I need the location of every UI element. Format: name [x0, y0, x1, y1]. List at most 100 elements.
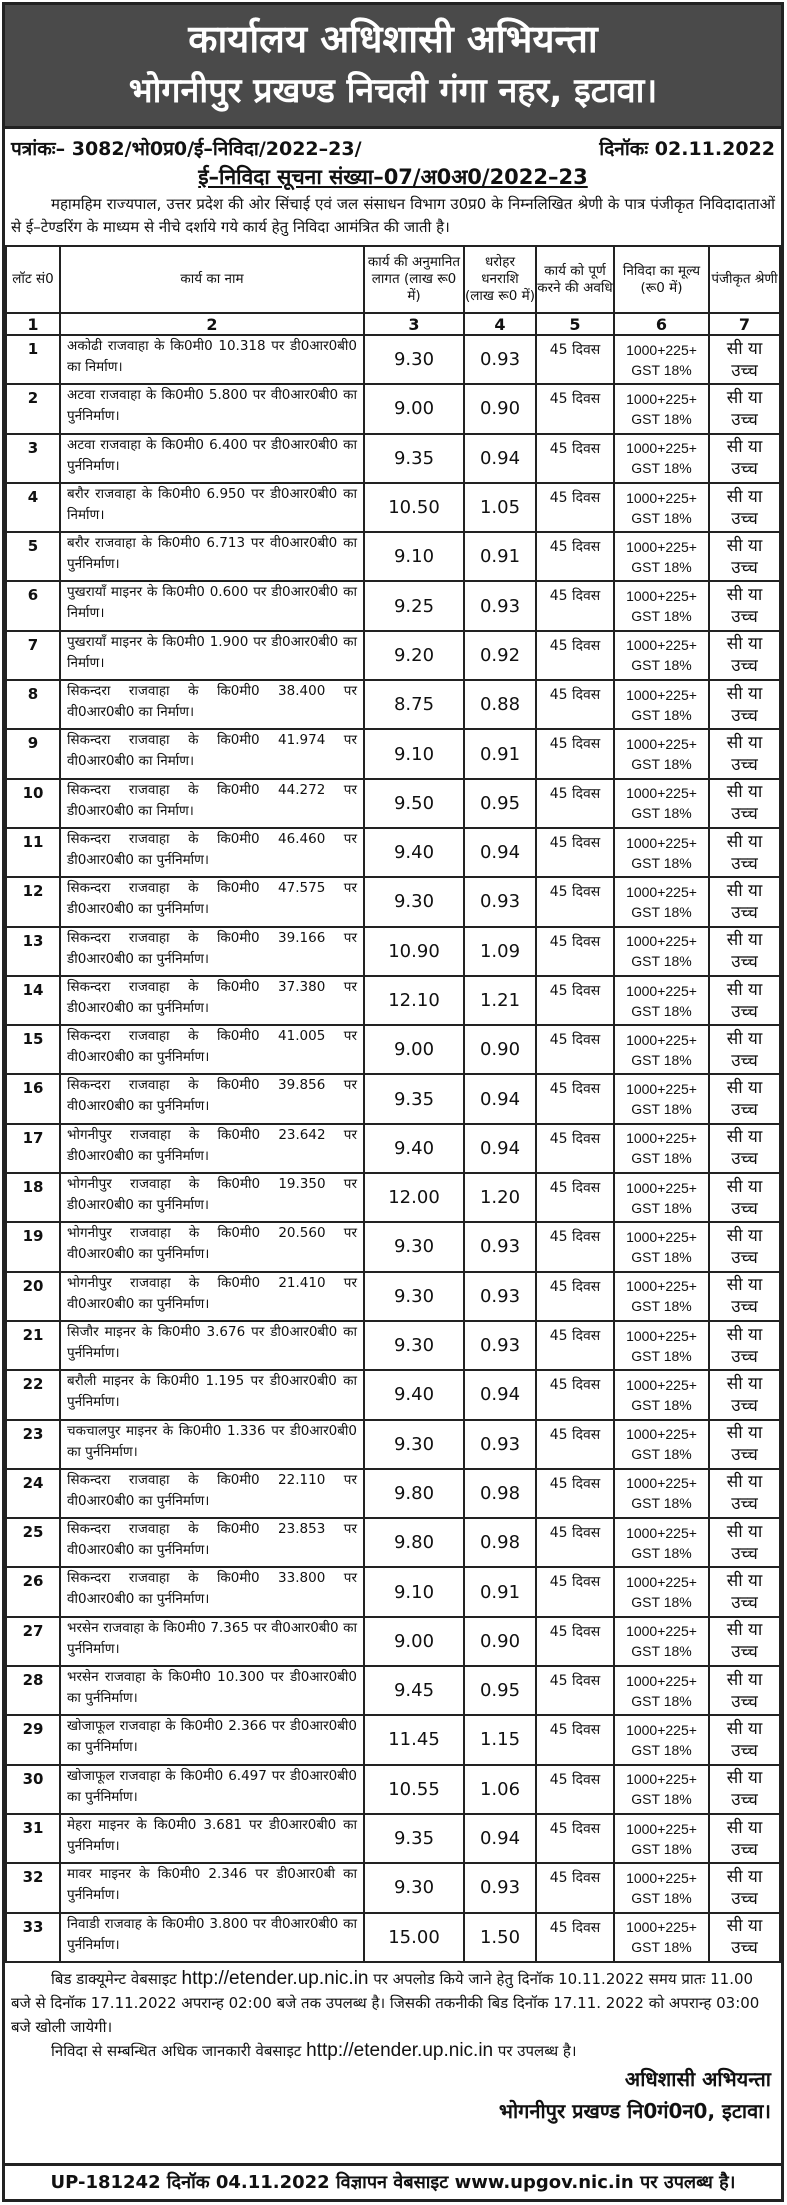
work-name: भोगनीपुर राजवाहा के कि0मी0 21.410 पर वी0…: [59, 1270, 365, 1322]
lot-number: 14: [5, 974, 61, 1027]
registered-class: सी या उच्च: [708, 432, 781, 484]
registered-class: सी या उच्च: [708, 728, 781, 780]
estimated-cost: 9.30: [363, 1319, 465, 1372]
table-row: 1 अकोढी राजवाहा के कि0मी0 10.318 पर डी0आर…: [5, 333, 781, 386]
fee-amount: 1000+225+: [626, 834, 697, 851]
work-name: सिकन्दरा राजवाहा के कि0मी0 39.166 पर डी0…: [59, 925, 365, 977]
registered-class: सी या उच्च: [708, 531, 781, 583]
notice-date: दिनॉकः 02.11.2022: [599, 138, 775, 160]
fee-amount: 1000+225+: [626, 1031, 697, 1048]
class-text: सी या: [726, 1078, 763, 1099]
registered-class: सी या उच्च: [708, 1418, 781, 1470]
table-row: 17 भोगनीपुर राजवाहा के कि0मी0 23.642 पर ड…: [5, 1122, 781, 1175]
earnest-money: 0.88: [463, 679, 537, 731]
col-earnest: धरोहर धनराशि (लाख रू0 में): [463, 245, 537, 314]
col-num: 6: [613, 312, 710, 336]
lot-number: 6: [5, 580, 61, 632]
fee-amount: 1000+225+: [626, 1327, 697, 1344]
completion-period: 45 दिवस: [535, 1911, 615, 1963]
fee-amount: 1000+225+: [626, 736, 697, 753]
table-row: 28 भरसेन राजवाहा के कि0मी0 10.300 पर डी0आ…: [5, 1665, 781, 1717]
registered-class: सी या उच्च: [708, 1467, 781, 1520]
fee-amount: 1000+225+: [626, 1228, 697, 1245]
signatory-title: अधिशासी अभियन्ता: [624, 2066, 771, 2091]
col-num: 1: [5, 312, 61, 336]
completion-period: 45 दिवस: [535, 432, 615, 484]
lot-number: 10: [5, 777, 61, 829]
work-name: सिकन्दरा राजवाहा के कि0मी0 37.380 पर डी0…: [59, 974, 365, 1027]
class-text: उच्च: [731, 1691, 758, 1712]
tender-fee: 1000+225+ GST 18%: [613, 1369, 710, 1421]
fee-gst: GST 18%: [631, 1594, 692, 1611]
etender-link[interactable]: http://etender.up.nic.in: [306, 2039, 494, 2061]
completion-period: 45 दिवस: [535, 383, 615, 435]
table-row: 5 बरौर राजवाहा के कि0मी0 6.713 पर वी0आर0ब…: [5, 531, 781, 583]
estimated-cost: 9.30: [363, 1418, 465, 1470]
work-name: सिकन्दरा राजवाहा के कि0मी0 39.856 पर वी0…: [59, 1073, 365, 1125]
fee-gst: GST 18%: [631, 608, 692, 625]
earnest-money: 0.98: [463, 1517, 537, 1569]
work-name: पुखरायाँ माइनर के कि0मी0 0.600 पर डी0आर0…: [59, 580, 365, 632]
earnest-money: 0.93: [463, 580, 537, 632]
letter-number: पत्रांकः– 3082/भो0प्र0/ई–निविदा/2022–23/: [11, 138, 362, 160]
class-text: उच्च: [731, 1740, 758, 1761]
completion-period: 45 दिवस: [535, 1714, 615, 1766]
work-name: मेहरा माइनर के कि0मी0 3.681 पर डी0आर0बी0…: [59, 1812, 365, 1865]
estimated-cost: 9.10: [363, 531, 465, 583]
completion-period: 45 दिवस: [535, 1319, 615, 1372]
class-text: सी या: [726, 535, 763, 556]
table-row: 19 भोगनीपुर राजवाहा के कि0मी0 20.560 पर व…: [5, 1221, 781, 1273]
earnest-money: 0.98: [463, 1467, 537, 1520]
class-text: सी या: [726, 1423, 763, 1444]
fee-gst: GST 18%: [631, 953, 692, 970]
estimated-cost: 8.75: [363, 679, 465, 731]
fee-gst: GST 18%: [631, 460, 692, 477]
registered-class: सी या उच्च: [708, 1221, 781, 1273]
registered-class: सी या उच्च: [708, 1517, 781, 1569]
table-row: 22 बरौली माइनर के कि0मी0 1.195 पर डी0आर0ब…: [5, 1369, 781, 1421]
fee-amount: 1000+225+: [626, 1672, 697, 1689]
col-num: 4: [463, 312, 537, 336]
earnest-money: 1.20: [463, 1172, 537, 1224]
tender-fee: 1000+225+ GST 18%: [613, 679, 710, 731]
text: पर अपलोड किये जाने हेतु दिनॉक 10.11.2022…: [11, 1969, 760, 2036]
etender-link[interactable]: http://etender.up.nic.in: [181, 1967, 369, 1989]
fee-amount: 1000+225+: [626, 637, 697, 654]
registered-class: सी या उच्च: [708, 1812, 781, 1865]
fee-gst: GST 18%: [631, 805, 692, 822]
lot-number: 11: [5, 826, 61, 879]
earnest-money: 0.91: [463, 1566, 537, 1618]
earnest-money: 0.93: [463, 876, 537, 928]
col-num: 5: [535, 312, 615, 336]
tender-fee: 1000+225+ GST 18%: [613, 1270, 710, 1322]
tender-fee: 1000+225+ GST 18%: [613, 1418, 710, 1470]
tender-fee: 1000+225+ GST 18%: [613, 1122, 710, 1175]
fee-gst: GST 18%: [631, 1446, 692, 1463]
lot-number: 25: [5, 1517, 61, 1569]
completion-period: 45 दिवस: [535, 481, 615, 534]
class-text: उच्च: [731, 804, 758, 825]
tender-table: लॉट सं0 कार्य का नाम कार्य की अनुमानित ल…: [5, 245, 781, 1963]
tender-fee: 1000+225+ GST 18%: [613, 876, 710, 928]
estimated-cost: 9.50: [363, 777, 465, 829]
table-row: 20 भोगनीपुर राजवाहा के कि0मी0 21.410 पर व…: [5, 1270, 781, 1322]
class-text: उच्च: [731, 508, 758, 529]
fee-gst: GST 18%: [631, 657, 692, 674]
fee-amount: 1000+225+: [626, 1524, 697, 1541]
table-row: 25 सिकन्दरा राजवाहा के कि0मी0 23.853 पर व…: [5, 1517, 781, 1569]
completion-period: 45 दिवस: [535, 1172, 615, 1224]
class-text: उच्च: [731, 1888, 758, 1909]
lot-number: 20: [5, 1270, 61, 1322]
lot-number: 31: [5, 1812, 61, 1865]
registered-class: सी या उच्च: [708, 333, 781, 386]
fee-gst: GST 18%: [631, 1002, 692, 1019]
lot-number: 16: [5, 1073, 61, 1125]
lot-number: 4: [5, 481, 61, 534]
registered-class: सी या उच्च: [708, 1270, 781, 1322]
fee-gst: GST 18%: [631, 1840, 692, 1857]
class-text: सी या: [726, 880, 763, 901]
class-text: सी या: [726, 683, 763, 704]
fee-gst: GST 18%: [631, 410, 692, 427]
tender-fee: 1000+225+ GST 18%: [613, 1073, 710, 1125]
earnest-money: 0.93: [463, 1270, 537, 1322]
